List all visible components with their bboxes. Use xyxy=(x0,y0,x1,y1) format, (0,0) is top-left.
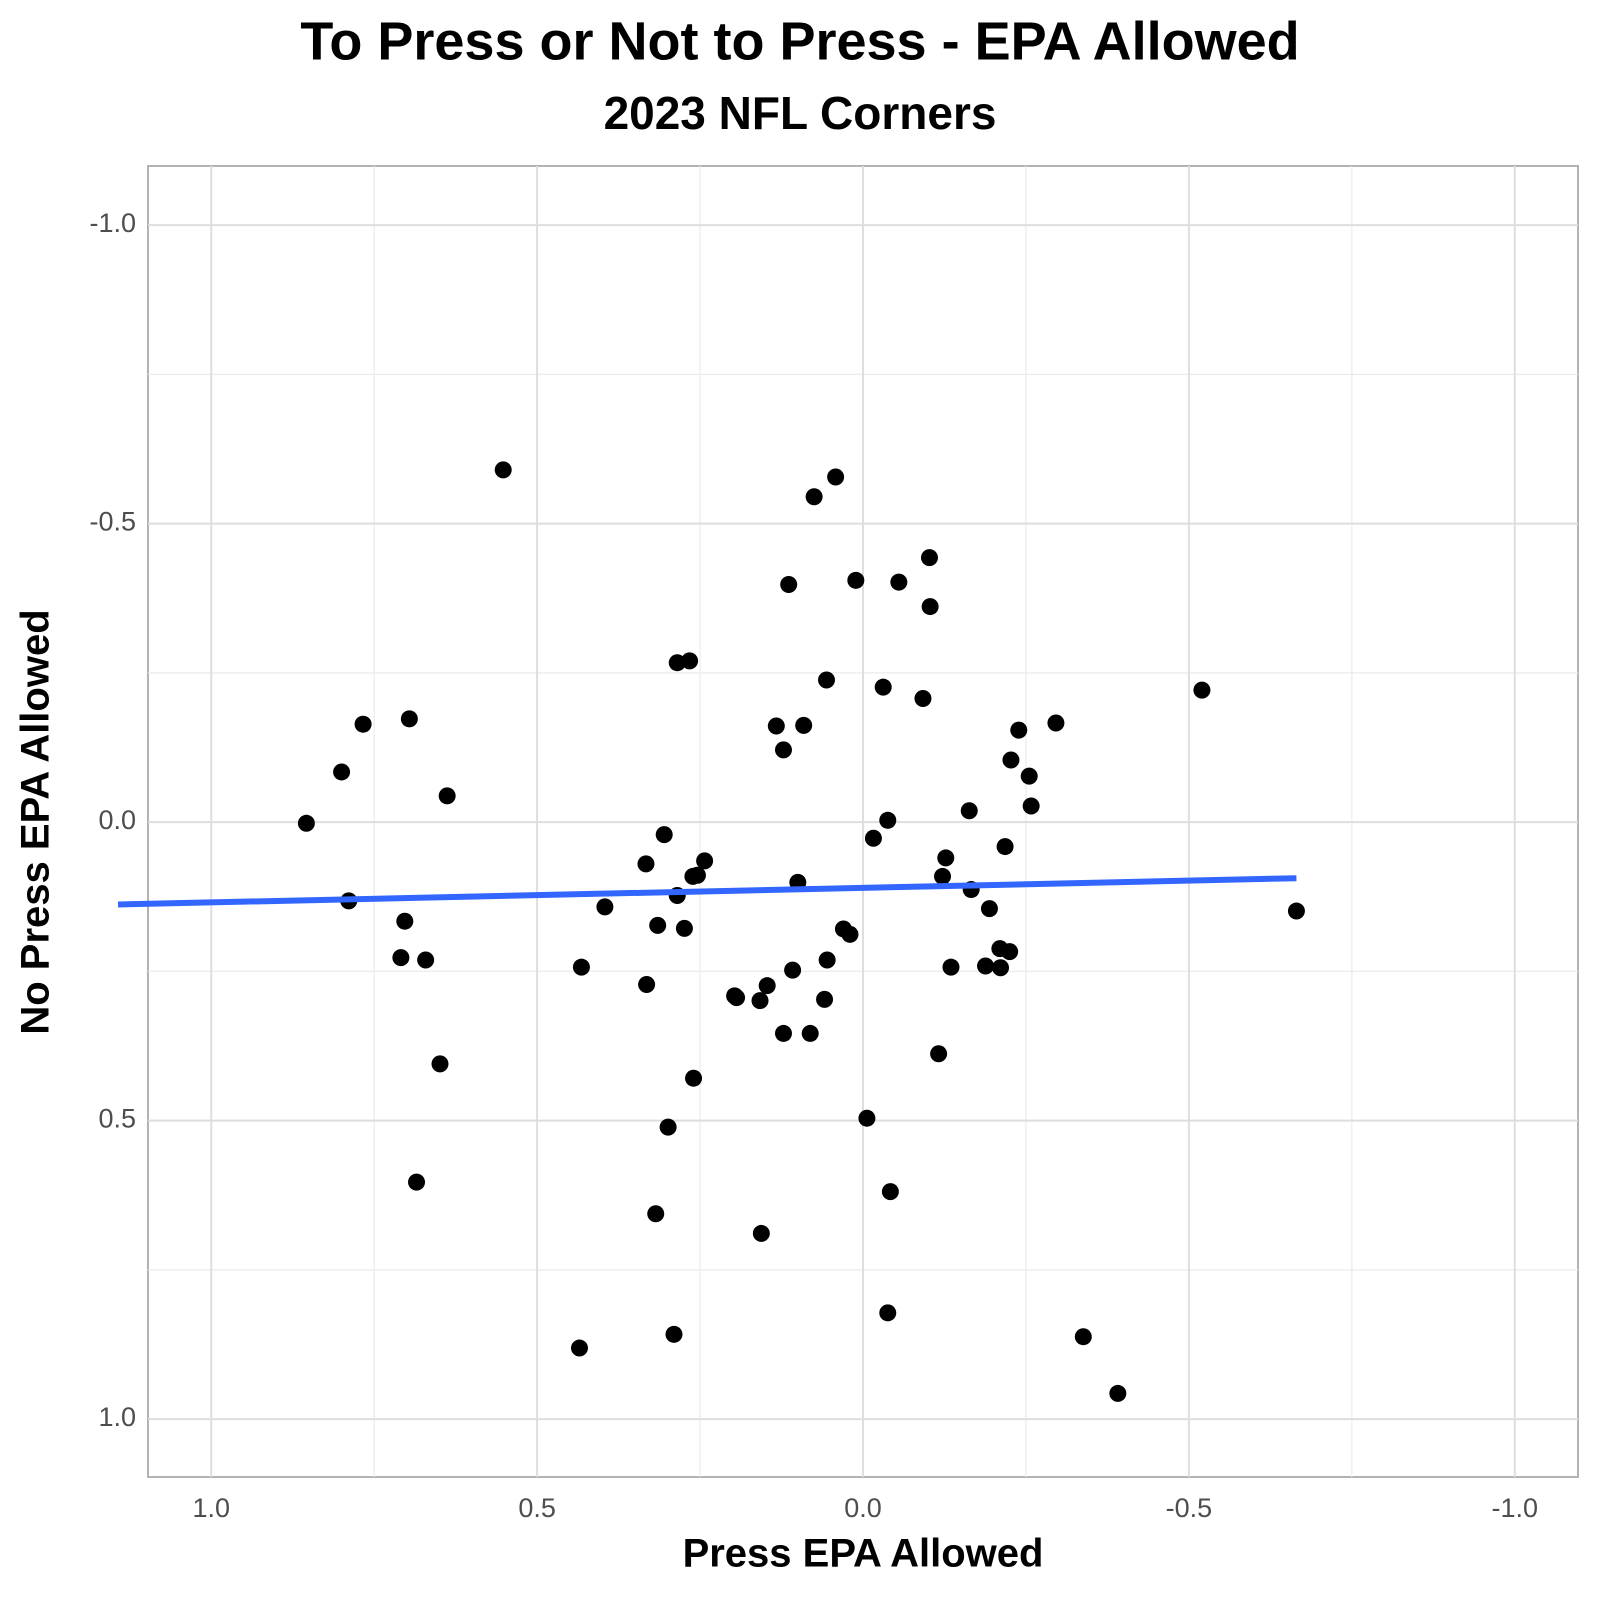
point xyxy=(728,989,746,1007)
point xyxy=(438,787,456,805)
point xyxy=(930,1045,948,1063)
point xyxy=(655,826,673,844)
point xyxy=(1001,943,1019,961)
y-tick-label: 1.0 xyxy=(98,1402,136,1432)
point xyxy=(752,1224,770,1242)
point xyxy=(1022,797,1040,815)
point xyxy=(659,1118,677,1136)
point xyxy=(841,925,859,943)
y-tick-label: -1.0 xyxy=(89,208,136,238)
point xyxy=(774,741,792,759)
point xyxy=(665,1325,683,1343)
x-tick-label: -0.5 xyxy=(1166,1493,1213,1523)
point xyxy=(996,838,1014,856)
point xyxy=(795,716,813,734)
point xyxy=(297,814,315,832)
point xyxy=(774,1024,792,1042)
point xyxy=(1002,751,1020,769)
x-axis-title: Press EPA Allowed xyxy=(683,1532,1044,1576)
y-tick-label: 0.0 xyxy=(98,805,136,835)
point xyxy=(400,710,418,728)
point xyxy=(1193,681,1211,699)
point xyxy=(937,849,955,867)
point xyxy=(816,990,834,1008)
point xyxy=(992,959,1010,977)
point xyxy=(784,961,802,979)
point xyxy=(921,598,939,616)
point xyxy=(417,951,435,969)
point xyxy=(864,829,882,847)
point xyxy=(879,811,897,829)
point xyxy=(1074,1328,1092,1346)
point xyxy=(934,867,952,885)
point xyxy=(1010,721,1028,739)
point xyxy=(805,488,823,506)
point xyxy=(914,690,932,708)
point xyxy=(333,763,351,781)
x-tick-label: 0.0 xyxy=(844,1493,882,1523)
point xyxy=(881,1183,899,1201)
point xyxy=(1109,1384,1127,1402)
x-tick-label: -1.0 xyxy=(1492,1493,1539,1523)
point xyxy=(675,919,693,937)
trend-line xyxy=(117,875,1297,908)
point xyxy=(780,575,798,593)
point xyxy=(942,958,960,976)
point xyxy=(572,958,590,976)
y-tick-label: -0.5 xyxy=(89,507,136,537)
point xyxy=(596,898,614,916)
point xyxy=(827,468,845,486)
point xyxy=(431,1055,449,1073)
point xyxy=(858,1109,876,1127)
point xyxy=(1287,902,1305,920)
chart-title: To Press or Not to Press - EPA Allowed xyxy=(300,11,1299,71)
point xyxy=(637,855,655,873)
point xyxy=(1047,714,1065,732)
point xyxy=(801,1024,819,1042)
point xyxy=(1020,767,1038,785)
y-axis-title: No Press EPA Allowed xyxy=(14,609,58,1034)
point xyxy=(494,461,512,479)
x-tick-label: 0.5 xyxy=(518,1493,556,1523)
point xyxy=(980,900,998,918)
point xyxy=(758,977,776,995)
point xyxy=(408,1173,426,1191)
point xyxy=(879,1304,897,1322)
point xyxy=(920,549,938,567)
point xyxy=(392,949,410,967)
point xyxy=(874,678,892,696)
point xyxy=(818,671,836,689)
point xyxy=(681,652,699,670)
point xyxy=(960,802,978,820)
point xyxy=(890,573,908,591)
point xyxy=(847,571,865,589)
point xyxy=(696,852,714,870)
point xyxy=(396,912,414,930)
point xyxy=(638,975,656,993)
point xyxy=(977,957,995,975)
point xyxy=(751,992,769,1010)
point xyxy=(767,717,785,735)
point xyxy=(818,951,836,969)
point xyxy=(688,866,706,884)
chart-subtitle: 2023 NFL Corners xyxy=(604,87,997,139)
x-tick-label: 1.0 xyxy=(192,1493,230,1523)
point xyxy=(685,1069,703,1087)
y-tick-label: 0.5 xyxy=(98,1104,136,1134)
point xyxy=(354,715,372,733)
point xyxy=(570,1339,588,1357)
point xyxy=(647,1205,665,1223)
point xyxy=(649,916,667,934)
